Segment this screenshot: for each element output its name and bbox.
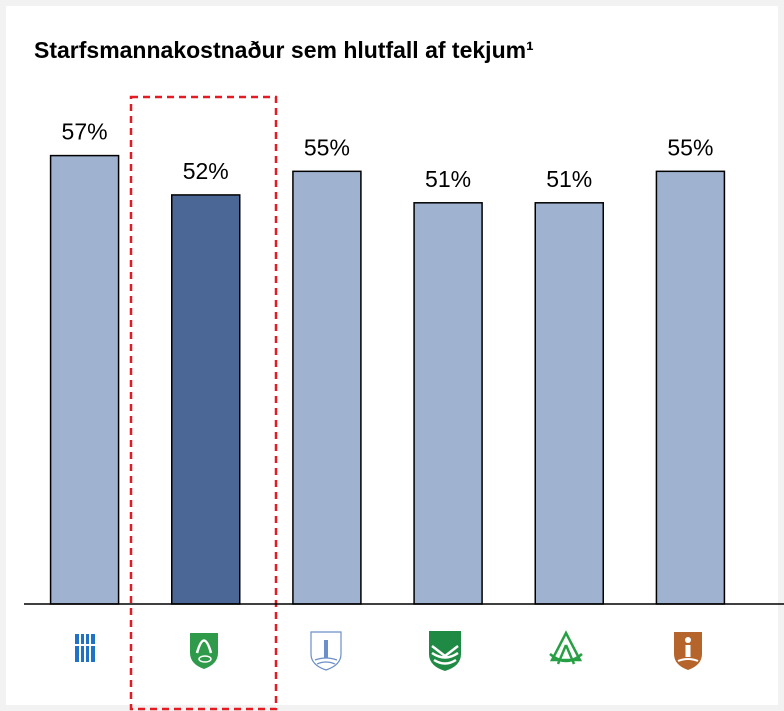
bar — [655, 170, 726, 605]
value-label: 55% — [304, 134, 350, 160]
value-label: 51% — [546, 166, 592, 192]
logo — [310, 631, 342, 671]
highlight-box — [129, 95, 278, 711]
value-label: 57% — [62, 119, 108, 145]
logo — [190, 633, 218, 669]
logos — [75, 630, 702, 671]
logo — [429, 631, 461, 671]
bar — [171, 194, 241, 605]
value-label: 52% — [183, 158, 229, 184]
logo — [674, 632, 702, 670]
value-label: 51% — [425, 166, 471, 192]
chart-title: Starfsmannakostnaður sem hlutfall af tek… — [34, 37, 534, 63]
bar — [413, 202, 483, 605]
logo — [549, 630, 583, 665]
bar — [49, 154, 120, 605]
bar — [292, 170, 362, 605]
logo — [75, 634, 95, 662]
bar — [534, 202, 604, 605]
value-label: 55% — [667, 134, 713, 160]
panel — [6, 6, 778, 705]
